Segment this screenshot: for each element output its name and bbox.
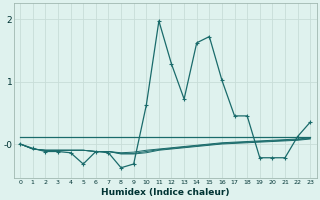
X-axis label: Humidex (Indice chaleur): Humidex (Indice chaleur): [101, 188, 229, 197]
